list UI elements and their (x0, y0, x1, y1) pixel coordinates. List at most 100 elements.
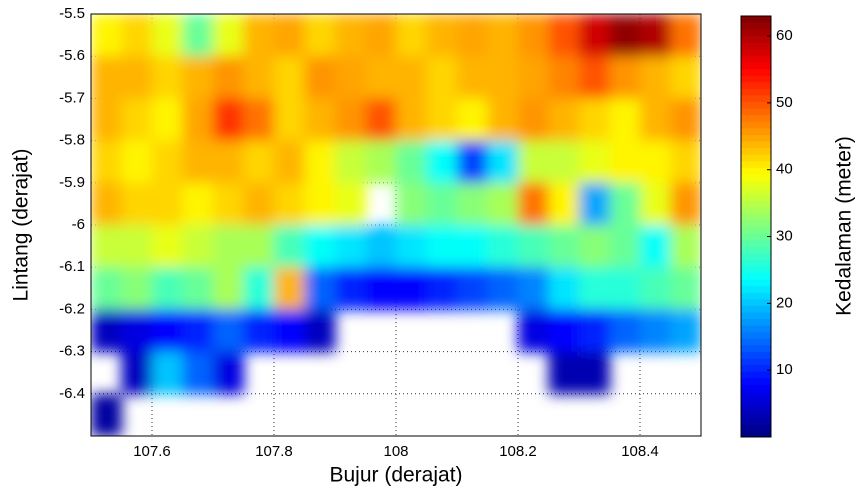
cell (640, 182, 671, 226)
cell (213, 14, 244, 57)
cell (548, 351, 580, 395)
colorbar-tick-label: 30 (776, 227, 793, 244)
cell (365, 14, 397, 57)
colorbar-swatch (741, 430, 771, 438)
y-tick-label: -5.8 (59, 132, 85, 149)
colorbar-swatch (741, 371, 771, 379)
cell (457, 225, 488, 268)
cell (670, 14, 701, 57)
cell (518, 140, 549, 184)
cell (670, 140, 701, 184)
y-tick-label: -5.9 (59, 174, 85, 191)
cell (670, 309, 701, 353)
cell (670, 267, 701, 310)
colorbar-swatch (741, 331, 771, 339)
cell (548, 56, 580, 99)
cell (518, 14, 549, 57)
cell (579, 182, 610, 226)
cell (243, 182, 275, 226)
cell (304, 267, 336, 310)
colorbar-frame (740, 15, 772, 438)
colorbar-swatch (741, 397, 771, 405)
colorbar-swatch (741, 239, 771, 247)
cell (548, 309, 580, 353)
cell (457, 56, 488, 99)
colorbar-swatch (741, 154, 771, 162)
colorbar-swatch (741, 48, 771, 56)
cell (457, 140, 488, 184)
colorbar-swatch (741, 140, 771, 149)
x-axis-label: Bujur (derajat) (329, 464, 462, 487)
cell (640, 140, 671, 184)
cell (365, 98, 397, 142)
x-tick-label: 108.4 (621, 443, 659, 460)
cell (396, 182, 427, 226)
cell (182, 351, 214, 395)
colorbar-swatch (741, 147, 771, 155)
cell (152, 14, 183, 57)
cell (670, 182, 701, 226)
cell (335, 182, 366, 226)
cell (579, 56, 610, 99)
cell (274, 225, 305, 268)
cell (274, 267, 305, 310)
colorbar-swatch (741, 35, 771, 43)
colorbar-swatch (741, 410, 771, 418)
cell (335, 56, 366, 99)
colorbar-swatch (741, 305, 771, 313)
colorbar-swatch (741, 114, 771, 122)
cell (243, 267, 275, 310)
cell (152, 182, 183, 226)
cell (182, 56, 214, 99)
cell (579, 267, 610, 310)
colorbar-swatch (741, 108, 771, 116)
cell (243, 14, 275, 57)
cell (396, 267, 427, 310)
cell (518, 267, 549, 310)
cell (152, 225, 183, 268)
colorbar-swatch (741, 325, 771, 333)
colorbar-swatch (741, 390, 771, 399)
colorbar-swatch (741, 173, 771, 181)
colorbar-swatch (741, 377, 771, 385)
cell (609, 225, 641, 268)
cell (182, 225, 214, 268)
colorbar-label: Kedalaman (meter) (833, 136, 856, 316)
cell (335, 225, 366, 268)
cell (91, 14, 122, 57)
cell (274, 56, 305, 99)
cell (152, 98, 183, 142)
cell (152, 267, 183, 310)
cell (487, 182, 519, 226)
cell (426, 182, 458, 226)
cell (213, 309, 244, 353)
cell (182, 182, 214, 226)
cell (396, 225, 427, 268)
colorbar-swatch (741, 101, 771, 109)
cell (152, 351, 183, 395)
cell (609, 140, 641, 184)
cell (457, 267, 488, 310)
cell (640, 98, 671, 142)
colorbar-swatch (741, 127, 771, 135)
x-tick-label: 107.6 (133, 443, 171, 460)
colorbar-swatch (741, 318, 771, 326)
colorbar-swatch (741, 62, 771, 70)
cell (609, 309, 641, 353)
cell (670, 225, 701, 268)
cell (365, 267, 397, 310)
cell (335, 140, 366, 184)
cell (121, 140, 153, 184)
cell (426, 140, 458, 184)
cell (548, 225, 580, 268)
cell (213, 98, 244, 142)
cell (182, 140, 214, 184)
y-tick-label: -5.7 (59, 89, 85, 106)
cell (365, 225, 397, 268)
cell (640, 267, 671, 310)
y-tick-label: -6.1 (59, 258, 85, 275)
cell (91, 182, 122, 226)
cell (396, 14, 427, 57)
cell (548, 182, 580, 226)
y-axis-label: Lintang (derajat) (10, 149, 33, 302)
